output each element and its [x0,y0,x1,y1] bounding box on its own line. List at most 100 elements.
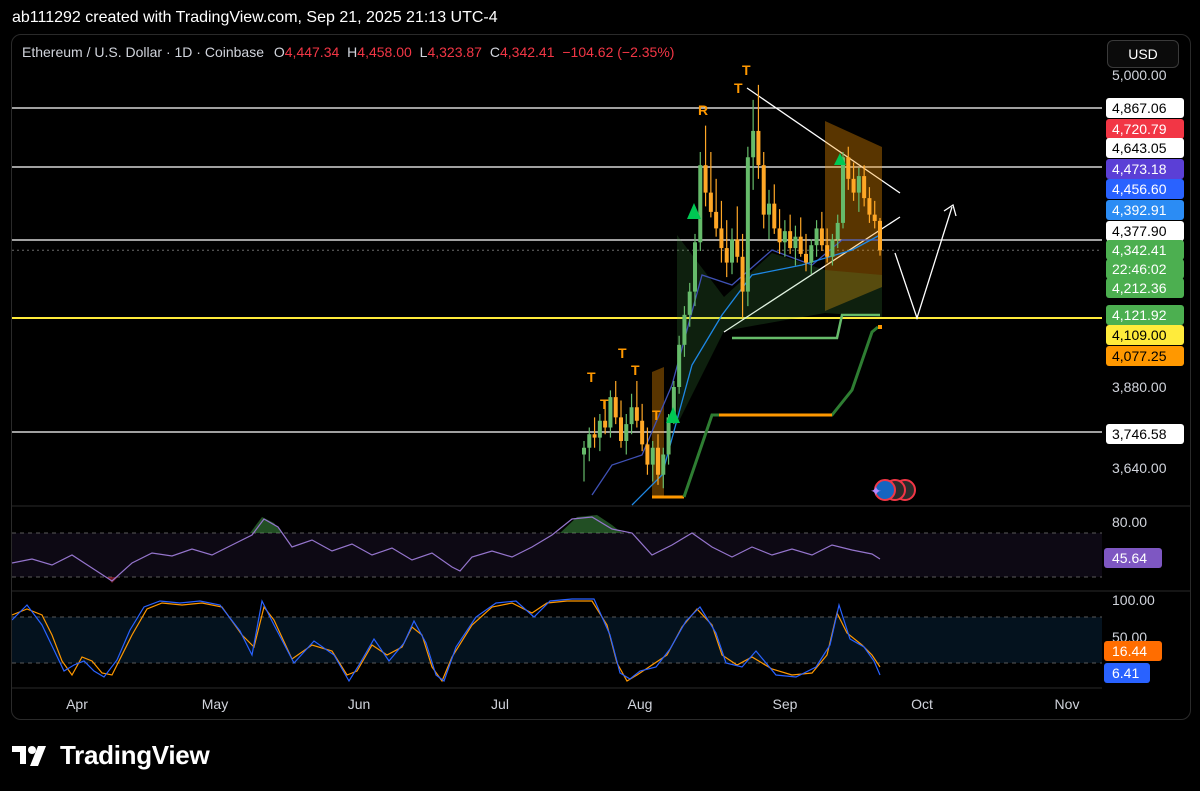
author-caption: ab111292 created with TradingView.com, S… [12,9,498,26]
candle[interactable] [851,162,856,201]
candle[interactable] [788,214,793,254]
price-badge-label: 4,342.41 [1112,242,1167,258]
candle[interactable] [587,427,592,462]
candle[interactable] [698,152,703,251]
candle[interactable] [751,99,756,190]
candle[interactable] [624,414,629,455]
candle[interactable] [719,200,724,263]
candle[interactable] [708,152,713,218]
candle[interactable] [613,380,618,425]
candle[interactable] [846,146,851,190]
candle[interactable] [582,441,586,482]
candle[interactable] [740,233,745,318]
candle-body [851,178,856,193]
stoch-d-line [12,598,881,683]
chart-svg[interactable]: T T T T T R T T ✦ 5,000.00 3,880.00 3,640.… [12,35,1190,719]
candle[interactable] [735,206,740,263]
candle[interactable] [629,393,634,435]
candle[interactable] [867,187,872,223]
candle[interactable] [830,233,835,266]
price-axis[interactable]: 5,000.00 3,880.00 3,640.00 4,867.06 4,720.79… [1106,67,1184,476]
candle[interactable] [798,217,803,257]
time-axis[interactable]: Apr May Jun Jul Aug Sep Oct Nov [66,696,1079,712]
time-tick-label: Jun [348,696,371,712]
candle[interactable] [793,225,798,266]
candle[interactable] [634,380,639,428]
candle[interactable] [819,211,824,251]
us-event-flag-icon[interactable]: ✦ [870,479,916,501]
candle[interactable] [597,414,602,452]
high-value: 4,458.00 [357,44,412,60]
candle[interactable] [650,441,655,482]
price-badge-bg [1106,98,1184,118]
candle[interactable] [804,233,808,272]
candle[interactable] [619,400,623,448]
open-label: O [273,44,285,60]
projection-path[interactable] [894,206,953,321]
candle[interactable] [878,217,882,256]
candle-body [867,198,872,215]
candle-body [740,256,745,292]
candle[interactable] [756,84,761,179]
candle[interactable] [687,282,692,327]
candle[interactable] [825,228,830,263]
candle[interactable] [703,125,708,207]
trendline-drawings[interactable] [723,87,957,333]
candle[interactable] [777,209,782,254]
signal-t-2: T [618,345,627,361]
candle[interactable] [592,417,597,448]
candle[interactable] [835,214,840,249]
candle[interactable] [745,146,750,307]
candle-body [619,417,623,441]
horizontal-levels[interactable] [12,107,1102,433]
candle-body [714,211,719,229]
candle[interactable] [677,335,682,394]
candle[interactable] [661,447,666,489]
candles-layer[interactable] [582,84,882,489]
price-badge: 22:46:02 [1106,259,1184,279]
candle[interactable] [608,390,613,438]
sparkle-icon: ✦ [870,483,882,499]
open-value: 4,447.34 [284,44,340,60]
candle[interactable] [767,189,771,240]
candle[interactable] [693,233,697,307]
triangle-upper-line[interactable] [746,87,901,194]
candle-body [698,165,703,243]
candle[interactable] [872,200,877,229]
candle[interactable] [656,434,660,485]
currency-button[interactable]: USD [1107,40,1179,68]
candle[interactable] [724,220,729,278]
price-badge-label: 4,392.91 [1112,202,1167,218]
candle-body [767,203,771,215]
rsi-overbought-fill [250,517,282,533]
candle[interactable] [809,239,814,275]
supertrend-light [732,313,880,340]
signal-t-1: T [587,369,596,385]
candle[interactable] [856,167,861,212]
brand-name: TradingView [60,740,210,770]
stochastic-pane[interactable] [12,598,1102,683]
candle[interactable] [645,427,650,475]
candle[interactable] [862,165,867,207]
candle[interactable] [730,228,734,275]
brand-footer: TradingView [12,740,210,771]
candle[interactable] [782,220,787,257]
rsi-pane[interactable] [12,515,1102,583]
triangle-lower-line[interactable] [723,216,901,333]
chart-panel[interactable]: Ethereum / U.S. Dollar · 1D · Coinbase O… [11,34,1191,720]
candle-body [788,231,793,249]
candle[interactable] [814,220,819,257]
candle[interactable] [640,403,645,452]
candle[interactable] [761,152,766,229]
price-badge-bg [1106,259,1184,279]
candle[interactable] [772,184,777,234]
candle[interactable] [603,400,608,435]
stoch-k-badge-label: 16.44 [1112,643,1147,659]
candle[interactable] [714,178,719,237]
stoch-k-badge-bg [1104,641,1162,661]
price-badge-bg [1106,346,1184,366]
candle-body [693,242,697,292]
candle-body [629,407,634,425]
candle[interactable] [682,306,687,357]
